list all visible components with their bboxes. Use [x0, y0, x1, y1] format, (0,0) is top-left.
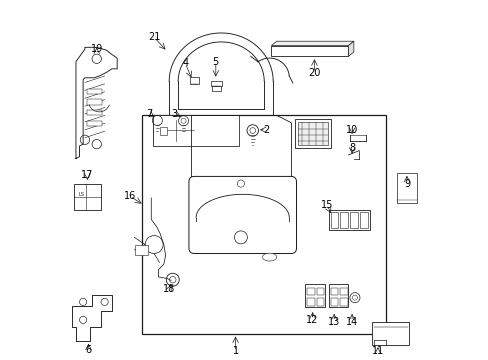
Bar — [328, 211, 369, 230]
Bar — [396, 173, 416, 203]
Bar — [339, 298, 347, 306]
Bar — [340, 212, 347, 228]
Text: 15: 15 — [320, 200, 332, 210]
Text: 11: 11 — [371, 346, 383, 356]
Text: 6: 6 — [85, 345, 91, 355]
Text: 19: 19 — [90, 44, 102, 54]
Bar — [316, 298, 324, 306]
Text: 12: 12 — [306, 315, 318, 325]
Polygon shape — [76, 47, 117, 158]
Bar — [328, 284, 348, 307]
Text: 16: 16 — [123, 191, 136, 201]
Text: 1: 1 — [232, 346, 238, 356]
Text: 7: 7 — [146, 109, 152, 119]
Text: 21: 21 — [148, 32, 160, 42]
Bar — [294, 119, 330, 148]
Text: 13: 13 — [327, 317, 340, 327]
Bar — [306, 288, 314, 296]
Text: 17: 17 — [81, 170, 93, 180]
Bar — [271, 45, 348, 56]
Text: 3: 3 — [171, 109, 177, 119]
Bar — [190, 77, 199, 84]
Bar — [135, 244, 147, 255]
Text: 4: 4 — [182, 58, 188, 68]
Bar — [87, 89, 102, 94]
Text: LS: LS — [78, 192, 84, 197]
Polygon shape — [348, 41, 353, 56]
Bar — [339, 288, 347, 296]
Bar — [359, 212, 367, 228]
Text: 2: 2 — [263, 125, 268, 135]
Bar — [305, 284, 325, 307]
Bar — [371, 321, 408, 345]
Text: 8: 8 — [348, 143, 354, 153]
Bar — [211, 86, 221, 91]
Bar — [153, 116, 239, 146]
Bar — [316, 288, 324, 296]
Bar — [74, 184, 101, 211]
Bar — [211, 81, 222, 86]
Text: 18: 18 — [163, 284, 175, 294]
Bar — [306, 298, 314, 306]
Bar — [330, 288, 338, 296]
Polygon shape — [271, 41, 353, 45]
Bar — [330, 298, 338, 306]
Ellipse shape — [262, 253, 276, 261]
Polygon shape — [72, 295, 112, 341]
Bar — [87, 121, 102, 126]
Bar — [87, 110, 102, 116]
Bar — [330, 212, 338, 228]
FancyBboxPatch shape — [188, 176, 296, 253]
Bar — [349, 212, 357, 228]
Bar — [297, 122, 328, 145]
Bar — [142, 116, 386, 334]
Text: 5: 5 — [212, 57, 219, 67]
Text: 9: 9 — [403, 179, 409, 189]
Text: 10: 10 — [345, 125, 358, 135]
Text: 20: 20 — [307, 68, 320, 78]
Bar — [87, 99, 102, 105]
Text: 14: 14 — [345, 317, 358, 327]
Bar — [159, 127, 167, 135]
